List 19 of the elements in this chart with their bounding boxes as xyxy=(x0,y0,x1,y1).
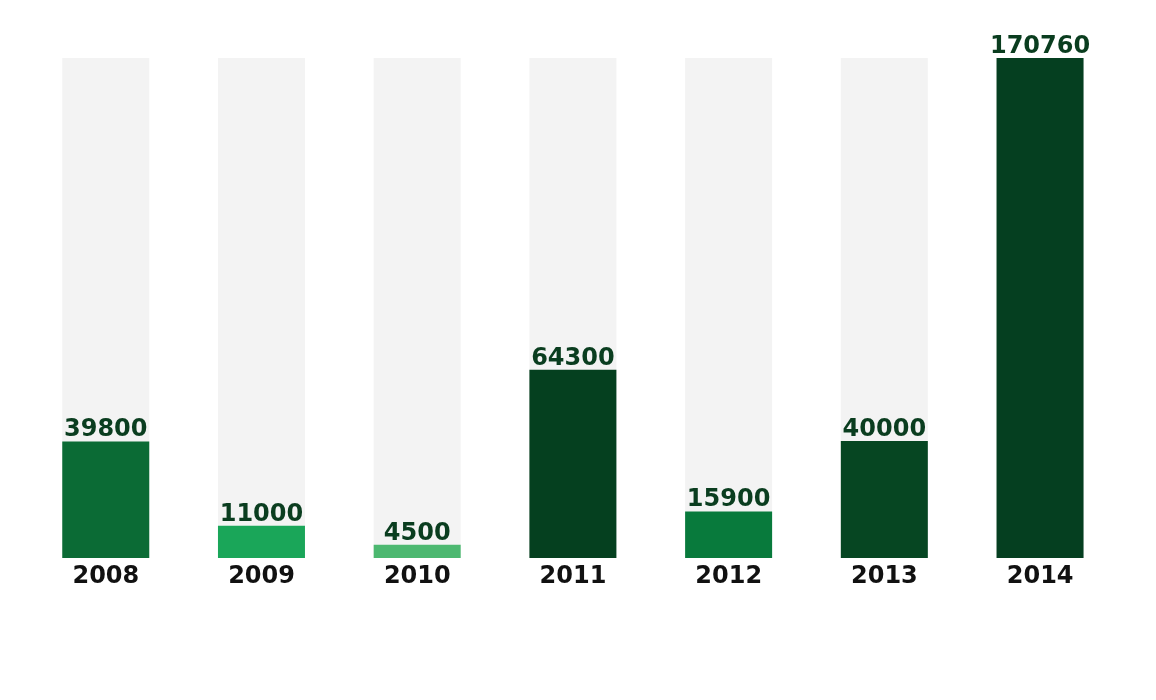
bar xyxy=(840,440,928,558)
bar xyxy=(62,441,150,558)
data-label: 39800 xyxy=(64,414,148,443)
data-label: 40000 xyxy=(842,413,927,442)
data-label: 64300 xyxy=(531,342,615,371)
x-tick-label: 2013 xyxy=(851,561,918,590)
data-label: 170760 xyxy=(989,31,1091,59)
x-tick-label: 2010 xyxy=(383,561,451,590)
x-tick-label: 2011 xyxy=(539,561,607,590)
x-tick-label: 2012 xyxy=(695,561,763,590)
x-tick-label: 2014 xyxy=(1006,561,1074,590)
bar xyxy=(685,511,773,558)
bar xyxy=(373,544,461,558)
x-tick-label: 2008 xyxy=(72,561,140,590)
data-label: 11000 xyxy=(219,498,304,527)
data-label: 15900 xyxy=(686,484,771,513)
bar xyxy=(217,525,305,558)
data-label: 4500 xyxy=(383,517,451,546)
x-tick-label: 2009 xyxy=(228,561,295,590)
